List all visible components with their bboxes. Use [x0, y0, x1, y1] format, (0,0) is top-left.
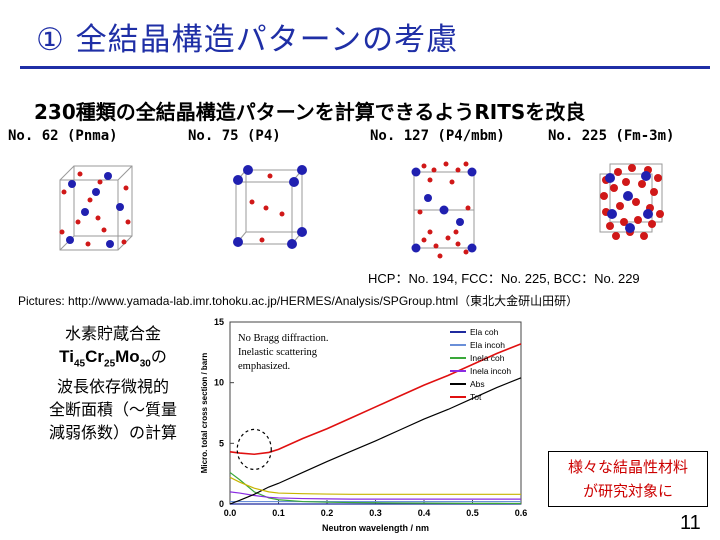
- material-suffix: の: [150, 347, 167, 366]
- space-group-label-225: No. 225 (Fm-3m): [548, 128, 675, 144]
- material-el-ti: Ti: [59, 347, 74, 366]
- crystal-image-pnma: [59, 165, 133, 251]
- chart-annotation-line: Inelastic scattering: [238, 347, 318, 358]
- x-tick-label: 0.2: [321, 508, 334, 518]
- pictures-credit: Pictures: http://www.yamada-lab.imr.toho…: [18, 294, 579, 308]
- caption-material: Ti45Cr25Mo30の: [28, 345, 198, 375]
- y-tick-label: 10: [214, 378, 224, 388]
- material-el-cr: Cr: [85, 347, 105, 366]
- crystal-image-fm3m: [599, 163, 664, 240]
- material-sub-ti: 45: [73, 358, 86, 370]
- legend-label: Tot: [470, 392, 482, 402]
- caption-line-1: 水素貯蔵合金: [64, 324, 161, 343]
- legend-label: Ela coh: [470, 327, 499, 337]
- y-tick-label: 0: [219, 499, 224, 509]
- chart-annotation-line: emphasized.: [238, 361, 290, 372]
- material-sub-mo: 30: [139, 358, 151, 370]
- series-line-tot: [229, 343, 522, 456]
- slide-subtitle: 230種類の全結晶構造パターンを計算できるようRITSを改良: [34, 100, 586, 124]
- chart-annotation-line: No Bragg diffraction.: [238, 333, 329, 344]
- cross-section-chart: 0.0 0.1 0.2 0.3 0.4 0.5 0.6 0 5 10 15 Neutron wavel…: [200, 317, 528, 533]
- space-group-label-62: No. 62 (Pnma): [8, 128, 118, 144]
- note-line-2: が研究対象に: [582, 482, 673, 500]
- legend-label: Abs: [470, 379, 485, 389]
- x-tick-label: 0.3: [369, 508, 382, 518]
- highlight-circle: [236, 428, 272, 470]
- x-tick-label: 0.1: [272, 508, 285, 518]
- series-line-inela-coh: [229, 471, 522, 505]
- space-group-label-127: No. 127 (P4/mbm): [370, 128, 505, 144]
- left-caption: 水素貯蔵合金 Ti45Cr25Mo30の 波長依存微視的 全断面積（～質量 減弱…: [28, 322, 198, 444]
- slide-title: ① 全結晶構造パターンの考慮: [36, 22, 459, 58]
- legend-label: Inela incoh: [470, 366, 511, 376]
- series-line-abs: [229, 377, 522, 505]
- note-line-1: 様々な結晶性材料: [567, 458, 688, 476]
- crystal-image-p4: [233, 165, 307, 249]
- note-box: 様々な結晶性材料 が研究対象に: [548, 451, 708, 507]
- x-axis-label: Neutron wavelength / nm: [322, 523, 429, 533]
- page-number: 11: [680, 512, 701, 534]
- crystal-image-p4mbm: [411, 161, 477, 259]
- title-rule: [20, 66, 710, 69]
- caption-line-4: 全断面積（～質量: [48, 400, 177, 420]
- series-line-unnamed: [229, 476, 521, 495]
- x-tick-label: 0.0: [224, 508, 237, 518]
- y-tick-label: 15: [214, 317, 224, 327]
- lattice-note: HCP：No. 194, FCC：No. 225, BCC：No. 229: [368, 271, 640, 286]
- plot-frame: [229, 321, 522, 505]
- caption-line-3: 波長依存微視的: [56, 377, 169, 397]
- material-sub-cr: 25: [104, 358, 116, 370]
- space-group-label-75: No. 75 (P4): [188, 128, 281, 144]
- series-line-inela-incoh: [229, 491, 521, 500]
- y-axis-label: Micro. total cross section / barn: [200, 353, 209, 474]
- material-el-mo: Mo: [115, 347, 140, 366]
- x-tick-label: 0.4: [418, 508, 431, 518]
- y-tick-label: 5: [219, 438, 224, 448]
- x-tick-label: 0.6: [515, 508, 528, 518]
- legend-label: Ela incoh: [470, 340, 505, 350]
- legend-label: Inela coh: [470, 353, 505, 363]
- caption-line-5: 減弱係数）の計算: [48, 423, 177, 443]
- x-tick-label: 0.5: [466, 508, 479, 518]
